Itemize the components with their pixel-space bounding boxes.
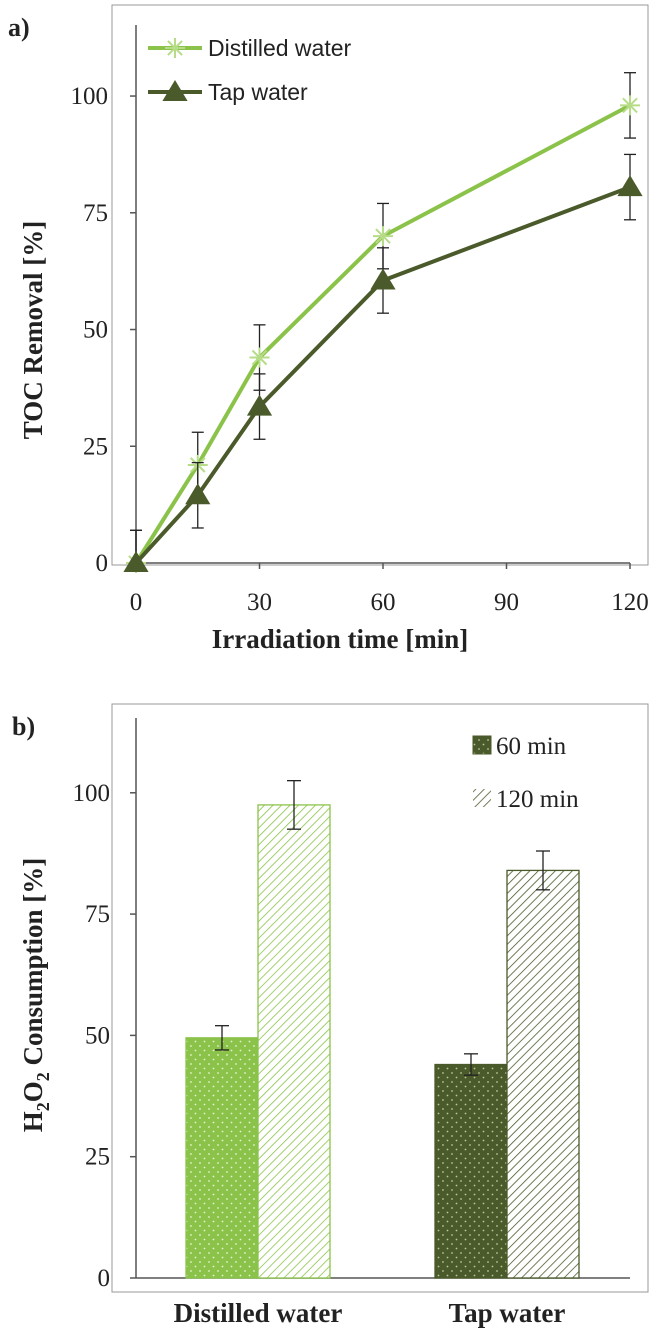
error-bar (536, 850, 550, 891)
y-tick-label: 25 (85, 1144, 110, 1171)
ylabel-sub-2a: 2 (33, 1102, 53, 1111)
panel-b-label: b) (12, 712, 35, 741)
triangle-marker (246, 394, 273, 416)
asterisk-marker (249, 347, 270, 368)
panel-a-y-axis-title: TOC Removal [%] (18, 221, 48, 439)
legend-label-distilled: Distilled water (208, 35, 351, 61)
bar-120min (506, 869, 580, 1279)
panel-a-y-ticks: 0 25 50 75 100 (71, 83, 136, 577)
panel-b-bars (185, 780, 580, 1279)
x-tick-label: 120 (611, 589, 649, 616)
series-tap-water (123, 153, 643, 572)
panel-a-x-axis-title: Irradiation time [min] (212, 624, 468, 654)
y-tick-label: 100 (73, 780, 111, 807)
category-label: Distilled water (174, 1298, 343, 1328)
category-label: Tap water (449, 1298, 566, 1328)
x-tick-label: 30 (247, 589, 272, 616)
ylabel-h: H (18, 1111, 48, 1132)
x-tick-label: 0 (130, 589, 143, 616)
triangle-marker (123, 551, 149, 572)
bar-60min (185, 1037, 259, 1279)
asterisk-marker-stroke (622, 97, 638, 114)
asterisk-marker-stroke (251, 349, 268, 366)
panel-b-y-ticks: 0 25 50 75 100 (73, 780, 136, 1292)
y-tick-label: 0 (98, 1265, 111, 1292)
y-tick-label: 75 (85, 901, 110, 928)
series-line (134, 103, 631, 565)
panel-a-x-ticks: 0 30 60 90 120 (130, 563, 649, 616)
asterisk-marker (620, 95, 640, 116)
legend-swatch-120min (473, 789, 491, 807)
legend-label-60min: 60 min (496, 733, 567, 760)
triangle-marker (617, 175, 643, 197)
panel-b: b) 0 25 50 75 100 Distilled water Tap water H… (12, 703, 649, 1328)
y-tick-label: 50 (83, 317, 108, 344)
asterisk-marker (373, 226, 393, 247)
y-tick-label: 75 (83, 200, 108, 227)
panel-b-category-labels: Distilled water Tap water (174, 1298, 566, 1328)
error-bar (287, 780, 301, 830)
y-tick-label: 50 (85, 1022, 110, 1049)
legend-label-tap: Tap water (208, 79, 308, 105)
ylabel-sub-2b: 2 (33, 1072, 53, 1081)
y-tick-label: 0 (96, 550, 109, 577)
y-tick-label: 100 (71, 83, 109, 110)
panel-b-legend: 60 min 120 min (472, 733, 579, 813)
panel-a: a) 0 25 50 75 100 0 30 60 90 120 Irradiation tim… (8, 4, 649, 654)
bar-group-distilled-water (185, 780, 331, 1279)
legend-triangle-marker (162, 80, 188, 101)
panel-a-legend: Distilled water Tap water (148, 35, 351, 105)
legend-triangle (162, 80, 188, 101)
bar-120min (257, 804, 331, 1279)
ylabel-rest: Consumption [%] (18, 858, 48, 1073)
bar-60min (434, 1063, 508, 1279)
legend-asterisk-stroke (167, 40, 183, 56)
x-tick-label: 90 (494, 589, 519, 616)
panel-a-label: a) (8, 13, 30, 42)
x-tick-label: 60 (371, 589, 396, 616)
asterisk-marker-stroke (375, 228, 391, 244)
bar-group-tap-water (434, 850, 580, 1279)
panel-a-frame (111, 4, 649, 566)
legend-label-120min: 120 min (496, 786, 579, 813)
triangle-marker (370, 268, 396, 290)
y-tick-label: 25 (83, 433, 108, 460)
panel-a-series (123, 72, 643, 573)
legend-asterisk-marker (165, 38, 185, 58)
error-bar (464, 1053, 478, 1076)
legend-asterisk (165, 38, 185, 58)
legend-swatch-60min (472, 735, 492, 755)
error-bar (215, 1025, 229, 1051)
triangle-marker (185, 483, 211, 505)
panel-b-frame (111, 703, 649, 1293)
ylabel-o: O (18, 1081, 48, 1102)
panel-b-y-axis-title: H2O2 Consumption [%] (18, 858, 53, 1133)
